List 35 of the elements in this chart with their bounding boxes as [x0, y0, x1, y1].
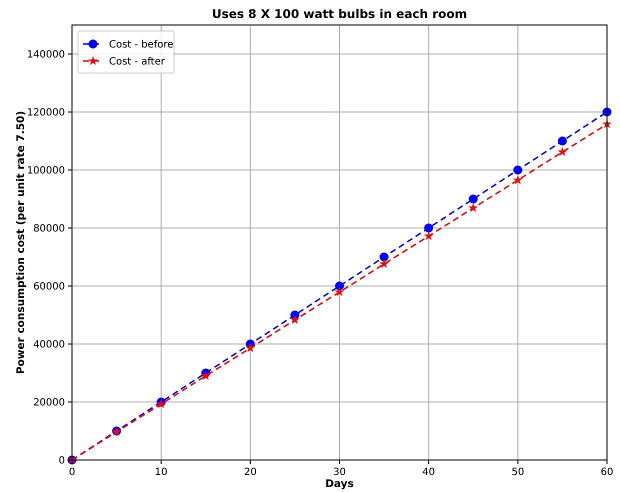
x-tick-label: 40: [422, 467, 436, 478]
y-tick-label: 100000: [26, 166, 65, 176]
y-tick-label: 120000: [26, 108, 65, 118]
point: [513, 175, 523, 184]
x-tick-label: 30: [333, 467, 346, 478]
y-axis-title: Power consumption cost (per unit rate 7.50): [15, 110, 27, 374]
point: [334, 287, 344, 296]
x-tick-label: 50: [511, 467, 524, 478]
y-tick-label: 0: [58, 456, 65, 466]
x-tick-label: 20: [244, 467, 257, 478]
y-tick-label: 80000: [33, 224, 65, 234]
point: [424, 224, 434, 232]
x-tick-label: 10: [154, 467, 168, 478]
y-tick-label: 40000: [33, 340, 65, 350]
point: [468, 194, 478, 204]
y-tick-label: 60000: [33, 282, 65, 292]
y-tick-label: 140000: [26, 50, 65, 60]
point: [468, 202, 478, 212]
point: [424, 231, 434, 240]
chart-title: Uses 8 X 100 watt bulbs in each room: [212, 7, 468, 21]
y-tick-label: 20000: [33, 398, 65, 408]
point: [201, 370, 210, 380]
point: [558, 136, 567, 146]
x-tick-label: 0: [68, 467, 76, 478]
point: [290, 314, 300, 324]
x-tick-label: 60: [600, 467, 614, 478]
point: [558, 147, 568, 156]
x-axis-title: Days: [325, 478, 354, 490]
point: [380, 252, 389, 262]
point: [379, 258, 389, 268]
point: [246, 343, 256, 352]
legend-label: Cost - after: [109, 56, 166, 68]
point: [513, 166, 522, 174]
legend-label: Cost - before: [109, 40, 174, 50]
point: [335, 282, 344, 290]
